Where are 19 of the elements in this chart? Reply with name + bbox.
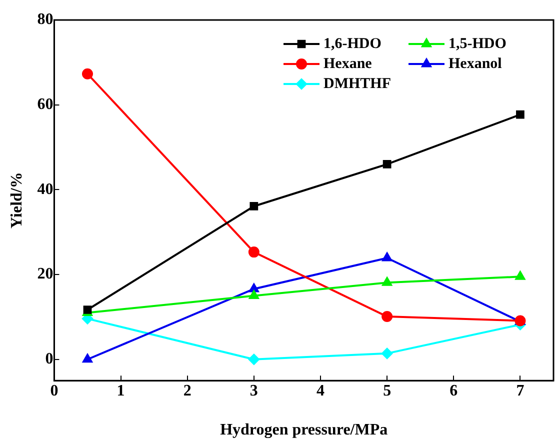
y-tick-label: 80	[37, 11, 54, 28]
x-tick-label: 2	[183, 382, 192, 400]
x-tick-label: 7	[516, 382, 524, 400]
x-tick-label: 4	[316, 382, 324, 400]
y-tick-label: 60	[37, 96, 54, 113]
x-tick-label: 3	[250, 382, 258, 400]
legend-label: Hexane	[324, 56, 372, 72]
x-tick-label: 5	[383, 382, 392, 400]
y-axis-title: Yield/%	[8, 172, 26, 228]
y-tick-label: 0	[45, 350, 54, 368]
legend-label: 1,6-HDO	[324, 36, 382, 52]
y-tick-label: 40	[37, 180, 54, 198]
legend-label: 1,5-HDO	[448, 36, 506, 52]
x-tick-label: 1	[116, 382, 125, 400]
legend-label: Hexanol	[448, 56, 502, 72]
x-axis-title: Hydrogen pressure/MPa	[220, 422, 388, 439]
legend-label: DMHTHF	[324, 76, 391, 92]
x-tick-label: 6	[450, 382, 458, 400]
y-tick-label: 20	[37, 266, 54, 283]
